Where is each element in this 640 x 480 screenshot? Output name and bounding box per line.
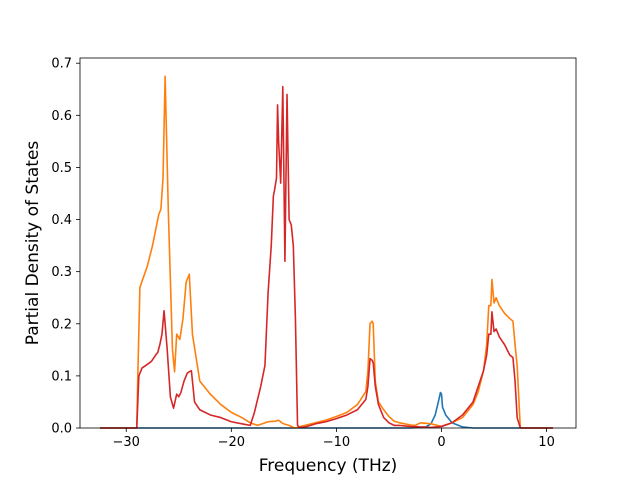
y-tick-label: 0.0 bbox=[51, 422, 72, 437]
y-tick-label: 0.2 bbox=[51, 317, 72, 332]
y-tick-label: 0.7 bbox=[51, 57, 72, 72]
x-tick-label: −20 bbox=[218, 435, 245, 450]
y-tick-label: 0.4 bbox=[51, 213, 72, 228]
x-tick-label: 10 bbox=[538, 435, 555, 450]
x-tick-label: −10 bbox=[323, 435, 350, 450]
y-tick-label: 0.6 bbox=[51, 109, 72, 124]
plot-area-frame bbox=[79, 57, 577, 429]
y-axis-label: Partial Density of States bbox=[23, 141, 43, 346]
series-line-3 bbox=[99, 85, 553, 429]
series-line-2 bbox=[99, 75, 553, 429]
y-tick-label: 0.5 bbox=[51, 161, 72, 176]
y-tick-label: 0.3 bbox=[51, 265, 72, 280]
x-tick-label: −30 bbox=[113, 435, 140, 450]
x-tick-label: 0 bbox=[437, 435, 445, 450]
x-axis-label: Frequency (THz) bbox=[259, 456, 398, 476]
y-tick-label: 0.1 bbox=[51, 369, 72, 384]
x-axis-ticks: −30 −20 −10 0 10 bbox=[113, 428, 555, 450]
series-lines bbox=[99, 75, 553, 429]
series-line-1 bbox=[99, 391, 553, 429]
y-axis-ticks: 0.0 0.1 0.2 0.3 0.4 0.5 0.6 0.7 bbox=[51, 57, 80, 437]
